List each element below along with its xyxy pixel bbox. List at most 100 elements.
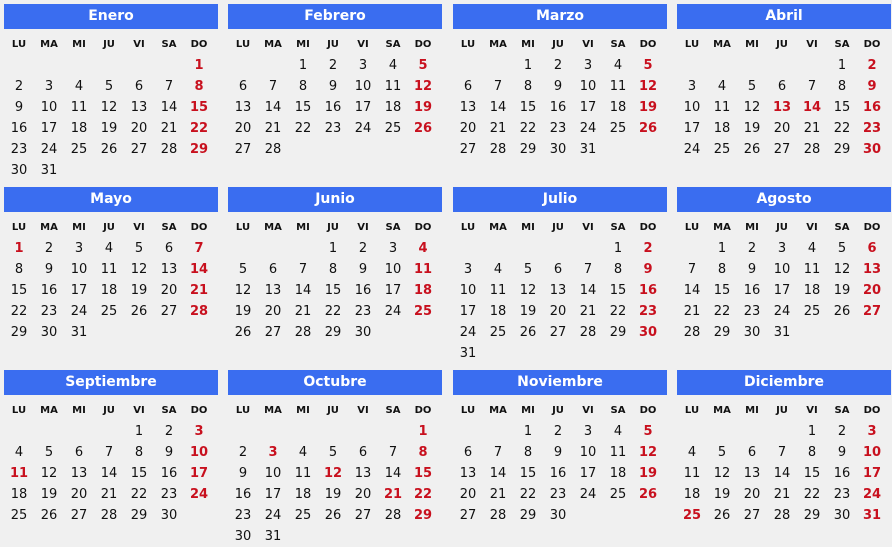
day-cell: 7	[298, 262, 308, 277]
day-cell: 26	[519, 325, 537, 340]
day-cell: 6	[164, 241, 174, 256]
day-cell: 8	[523, 445, 533, 460]
day-cell: 23	[40, 304, 58, 319]
day-cell: 12	[40, 466, 58, 481]
day-cell: 6	[553, 262, 563, 277]
day-cell: 27	[160, 304, 178, 319]
day-cell: 18	[609, 466, 627, 481]
empty-cell	[767, 55, 797, 76]
day-cell: 31	[70, 325, 88, 340]
weekday-label: DO	[190, 405, 208, 416]
day-cell: 28	[489, 508, 507, 523]
month-title: Agosto	[677, 187, 891, 212]
empty-cell	[513, 238, 543, 259]
day-cell: 11	[100, 262, 118, 277]
day-cell: 4	[104, 241, 114, 256]
day-cell: 16	[862, 100, 882, 115]
day-cell: 26	[130, 304, 148, 319]
weekday-label: MA	[40, 405, 58, 416]
day-cell: 16	[324, 100, 342, 115]
day-cell: 15	[803, 466, 821, 481]
day-cell: 25	[294, 508, 312, 523]
month-julio: Julio LU MA MI JU VI SA DO 1 2 3 4 5 6 7 8 9 10 11 12 13 14 15…	[453, 187, 667, 364]
day-cell: 15	[833, 100, 851, 115]
day-cell: 29	[519, 508, 537, 523]
month-title: Febrero	[228, 4, 442, 29]
day-cell: 8	[613, 262, 623, 277]
day-cell: 13	[70, 466, 88, 481]
weekday-label: LU	[460, 39, 476, 50]
day-cell: 12	[743, 100, 761, 115]
weekday-label: SA	[834, 405, 850, 416]
day-cell: 11	[384, 79, 402, 94]
weekday-label: SA	[834, 39, 850, 50]
day-cell: 15	[519, 100, 537, 115]
weekday-label: LU	[235, 39, 251, 50]
day-cell: 29	[413, 508, 433, 523]
day-cell: 6	[134, 79, 144, 94]
day-cell: 11	[489, 283, 507, 298]
day-cell: 15	[189, 100, 209, 115]
day-cell: 4	[613, 58, 623, 73]
weekday-label: LU	[684, 405, 700, 416]
day-cell: 11	[609, 445, 627, 460]
empty-cell	[64, 421, 94, 442]
day-cell: 17	[579, 100, 597, 115]
weekday-label: SA	[385, 39, 401, 50]
day-cell: 1	[134, 424, 144, 439]
empty-cell	[483, 55, 513, 76]
weekday-label: SA	[610, 405, 626, 416]
weekday-label: MI	[72, 405, 86, 416]
month-octubre: Octubre LU MA MI JU VI SA DO 1 2 3 4 5 6 7 8 9 10 11 12 13 14…	[228, 370, 442, 547]
day-cell: 1	[298, 58, 308, 73]
day-cell: 23	[160, 487, 178, 502]
day-cell: 19	[324, 487, 342, 502]
day-grid: LU MA MI JU VI SA DO 1 2 3 4 5 6 7 8 9 10 11 12 13 14 15 16 17 1…	[677, 218, 891, 343]
day-cell: 11	[609, 79, 627, 94]
day-cell: 2	[238, 445, 248, 460]
empty-cell	[34, 55, 64, 76]
day-cell: 20	[459, 487, 477, 502]
month-title: Octubre	[228, 370, 442, 395]
weekday-label: JU	[552, 222, 564, 233]
day-cell: 5	[238, 262, 248, 277]
day-cell: 19	[234, 304, 252, 319]
empty-cell	[677, 238, 707, 259]
day-cell: 29	[833, 142, 851, 157]
day-cell: 12	[833, 262, 851, 277]
day-cell: 28	[264, 142, 282, 157]
calendar: Enero LU MA MI JU VI SA DO 1 2 3 4 5 6 7 8 9 10 11 12 13 14 15…	[4, 4, 891, 544]
day-cell: 25	[713, 142, 731, 157]
day-cell: 6	[747, 445, 757, 460]
day-grid: LU MA MI JU VI SA DO 1 2 3 4 5 6 7 8 9 10 11 12 13 14 15 16 17 1…	[453, 401, 667, 526]
day-cell: 29	[803, 508, 821, 523]
day-cell: 9	[238, 466, 248, 481]
day-cell: 29	[324, 325, 342, 340]
day-cell: 1	[807, 424, 817, 439]
day-cell: 10	[579, 445, 597, 460]
day-cell: 20	[70, 487, 88, 502]
weekday-label: DO	[639, 222, 657, 233]
day-cell: 5	[418, 58, 428, 73]
day-cell: 7	[583, 262, 593, 277]
day-cell: 27	[459, 508, 477, 523]
day-cell: 27	[459, 142, 477, 157]
weekday-label: LU	[11, 405, 27, 416]
day-cell: 20	[743, 487, 761, 502]
day-cell: 26	[413, 121, 433, 136]
empty-cell	[707, 421, 737, 442]
weekday-label: JU	[327, 405, 339, 416]
day-cell: 28	[100, 508, 118, 523]
day-cell: 5	[134, 241, 144, 256]
day-cell: 19	[638, 466, 658, 481]
day-cell: 29	[189, 142, 209, 157]
month-title: Mayo	[4, 187, 218, 212]
empty-cell	[483, 421, 513, 442]
day-grid: LU MA MI JU VI SA DO 1 2 3 4 5 6 7 8 9 10 11 12 13 14 15 16 17 1…	[228, 35, 442, 160]
weekday-label: JU	[776, 405, 788, 416]
day-cell: 5	[643, 58, 653, 73]
day-cell: 9	[747, 262, 757, 277]
day-cell: 11	[713, 100, 731, 115]
day-cell: 17	[384, 283, 402, 298]
day-cell: 22	[833, 121, 851, 136]
